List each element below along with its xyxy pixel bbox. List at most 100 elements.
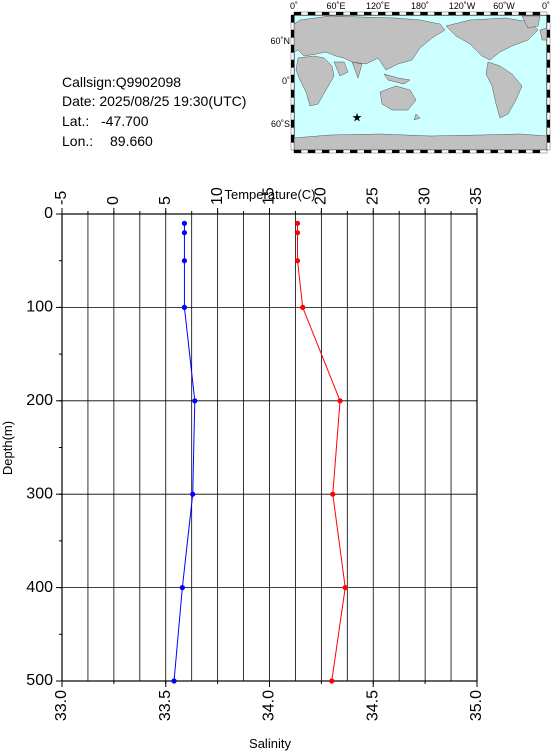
- top-axis-tick-label: 30: [416, 187, 433, 205]
- map-frame-segment: [293, 149, 302, 154]
- map-frame-segment: [518, 149, 527, 154]
- top-axis-tick-label: 20: [313, 187, 330, 205]
- map-frame-segment: [378, 11, 386, 16]
- map-frame-segment: [546, 22, 551, 31]
- map-frame-segment: [290, 74, 295, 83]
- map-frame-segment: [290, 89, 295, 98]
- map-frame-segment: [497, 149, 505, 154]
- map-frame-segment: [546, 14, 551, 23]
- map-frame-segment: [290, 134, 295, 143]
- salinity-point: [171, 678, 177, 684]
- map-frame-segment: [378, 149, 386, 154]
- map-frame-segment: [546, 89, 551, 98]
- y-axis-tick-label: 500: [26, 672, 53, 689]
- map-frame-segment: [399, 149, 407, 154]
- map-frame-segment: [497, 11, 505, 16]
- map-frame-segment: [328, 149, 337, 154]
- map-frame-segment: [546, 37, 551, 46]
- map-lon-label: 60˚E: [326, 1, 345, 11]
- map-frame-segment: [413, 149, 421, 154]
- map-frame-segment: [385, 149, 393, 154]
- bottom-axis-title: Salinity: [249, 736, 291, 751]
- salinity-point: [181, 230, 188, 236]
- map-frame-segment: [290, 22, 295, 31]
- y-axis-title: Depth(m): [0, 421, 15, 475]
- temperature-point: [342, 585, 348, 591]
- map-frame-segment: [546, 52, 551, 61]
- map-frame-segment: [539, 11, 548, 16]
- map-frame-segment: [504, 149, 513, 154]
- map-frame-segment: [290, 52, 295, 61]
- map-frame-segment: [546, 134, 551, 143]
- y-axis-tick-label: 100: [26, 299, 53, 316]
- map-frame-segment: [350, 149, 358, 154]
- map-frame-segment: [307, 11, 316, 16]
- chart-series: [171, 220, 348, 684]
- y-axis-tick-label: 300: [26, 485, 53, 502]
- map-lon-label: 180˚: [411, 1, 429, 11]
- map-frame-segment: [504, 11, 513, 16]
- map-frame-segment: [290, 82, 295, 91]
- temperature-point: [294, 258, 301, 264]
- map-frame-segment: [321, 149, 330, 154]
- map-frame-segment: [357, 149, 365, 154]
- top-axis-tick-label: -5: [53, 191, 70, 205]
- map-lat-label: 60˚N: [270, 36, 290, 46]
- map-frame-segment: [448, 149, 456, 154]
- map-frame-segment: [336, 149, 344, 154]
- map-frame-segment: [462, 149, 470, 154]
- map-frame-segment: [290, 112, 295, 121]
- map-frame-segment: [420, 149, 428, 154]
- map-frame-segment: [546, 112, 551, 121]
- temperature-point: [294, 220, 301, 226]
- map-frame-segment: [469, 11, 477, 16]
- lat-label: Lat.:: [62, 113, 89, 129]
- map-frame-segment: [546, 59, 551, 68]
- map-frame-segment: [371, 11, 379, 16]
- map-frame-segment: [413, 11, 421, 16]
- salinity-point: [181, 258, 188, 264]
- station-marker-icon: ★: [352, 110, 363, 124]
- lat-value: -47.700: [101, 113, 149, 129]
- map-frame-segment: [290, 37, 295, 46]
- map-frame-segment: [406, 149, 414, 154]
- map-frame-segment: [290, 67, 295, 76]
- y-axis-tick-label: 200: [26, 392, 53, 409]
- map-frame-segment: [532, 149, 541, 154]
- temperature-point: [300, 304, 306, 310]
- top-axis-tick-label: 5: [157, 196, 174, 205]
- map-lon-label: 0˚: [290, 1, 298, 11]
- salinity-point: [181, 304, 188, 310]
- map-frame-segment: [427, 11, 435, 16]
- y-axis-tick-label: 0: [44, 205, 53, 222]
- map-lon-label: 120˚E: [366, 1, 390, 11]
- bottom-axis-tick-label: 33.5: [157, 690, 174, 721]
- map-frame-segment: [290, 44, 295, 53]
- map-frame-segment: [314, 149, 323, 154]
- map-frame-segment: [434, 11, 442, 16]
- map-frame-segment: [343, 11, 351, 16]
- top-axis-tick-label: 0: [105, 196, 122, 205]
- map-frame-segment: [546, 142, 551, 151]
- map-frame-segment: [546, 127, 551, 136]
- map-lon-label: 0˚: [542, 1, 550, 11]
- map-lat-label: 0˚: [282, 76, 290, 86]
- map-frame-segment: [434, 149, 442, 154]
- map-frame-segment: [314, 11, 323, 16]
- bottom-axis-tick-label: 33.0: [53, 690, 70, 721]
- temperature-point: [294, 230, 301, 236]
- map-frame-segment: [406, 11, 414, 16]
- bottom-axis-tick-label: 34.5: [364, 690, 381, 721]
- map-frame-segment: [420, 11, 428, 16]
- map-frame-segment: [525, 11, 534, 16]
- map-frame-segment: [525, 149, 534, 154]
- lon-value: 89.660: [110, 133, 153, 149]
- map-frame-segment: [441, 149, 449, 154]
- map-frame-segment: [343, 149, 351, 154]
- map-frame-segment: [290, 119, 295, 128]
- temperature-point: [329, 678, 335, 684]
- map-frame-segment: [546, 29, 551, 38]
- map-frame-segment: [290, 59, 295, 68]
